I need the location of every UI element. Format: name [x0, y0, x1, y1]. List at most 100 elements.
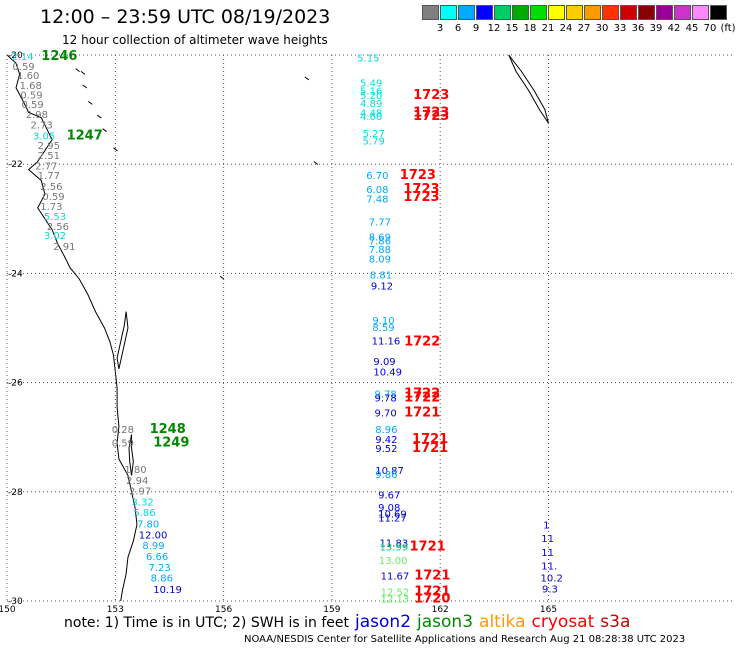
color-scale-legend: 3 6 9 12 15 18 21 24 27 30 33 36 39 42 45 70 (ft) [422, 5, 736, 35]
time-label: 1723 [400, 168, 436, 183]
scale-swatch [710, 5, 727, 20]
wave-height-label: 13.00 [379, 556, 408, 567]
wave-height-label: 3.05 [33, 131, 55, 142]
wave-height-label: 4.89 [360, 99, 382, 110]
time-label: 1248 [150, 422, 186, 437]
reef-islet [313, 161, 319, 165]
scale-label: 70 [703, 23, 717, 34]
scale-swatch [548, 5, 565, 20]
satellite-legend-s3a: s3a [600, 612, 631, 632]
reef-islet [219, 275, 225, 280]
time-label: 1720 [414, 591, 450, 606]
wave-height-label: 9.12 [371, 281, 393, 292]
credits-footer: NOAA/NESDIS Center for Satellite Applica… [244, 634, 686, 645]
moreton-island [128, 434, 134, 476]
wave-height-label: 11 [541, 548, 554, 559]
wave-height-label: 9.09 [373, 357, 395, 368]
scale-label: 18 [523, 23, 537, 34]
lat-label: -20 [8, 51, 23, 61]
wave-height-label: 2.95 [38, 141, 60, 152]
wave-height-label: 0.59 [21, 100, 43, 111]
time-label: 1721 [414, 568, 450, 583]
wave-height-label: 8.69 [369, 232, 391, 243]
wave-height-label: 2.56 [40, 182, 62, 193]
wave-height-label: 9.42 [375, 435, 397, 446]
coastline [6, 54, 549, 602]
wave-height-label: 1.68 [20, 81, 42, 92]
wave-height-label: 6.70 [366, 171, 388, 182]
time-label: 1721 [414, 585, 450, 600]
lon-label: 159 [323, 605, 340, 615]
scale-label: (ft) [720, 23, 736, 34]
wave-height-label: 2.91 [53, 242, 75, 253]
wave-height-label: 5.15 [357, 54, 379, 65]
wave-height-label: 5.79 [363, 137, 385, 148]
lat-label: -30 [8, 597, 23, 607]
time-label: 1247 [67, 128, 103, 143]
scale-label: 9 [472, 23, 480, 34]
wave-height-label: 10.87 [375, 466, 404, 477]
satellite-legend-jason3: jason3 [417, 612, 474, 632]
wave-height-label: 8.09 [369, 255, 391, 266]
scale-label: 12 [487, 23, 501, 34]
lon-label: 150 [0, 605, 16, 615]
reef-islet [96, 114, 102, 119]
new-caledonia-coast [508, 54, 549, 124]
wave-height-label: 3.32 [132, 498, 154, 509]
wave-height-label: 9.67 [378, 491, 400, 502]
time-label: 1723 [413, 88, 449, 103]
wave-height-label: 2.94 [126, 476, 148, 487]
wave-height-label: 10.49 [373, 368, 402, 379]
wave-height-markers: 2.14 12460.591.601.680.590.592.982.733.05… [11, 49, 562, 606]
reef-islet [75, 68, 80, 73]
wave-height-label: 12.52 [381, 588, 410, 599]
scale-swatch [566, 5, 583, 20]
wave-height-label: 5.16 [360, 86, 382, 97]
wave-height-label: 12.00 [139, 530, 168, 541]
scale-swatch [656, 5, 673, 20]
wave-height-label: 9.78 [374, 393, 396, 404]
wave-height-label: 1.60 [17, 71, 39, 82]
wave-height-label: 8.99 [142, 541, 164, 552]
wave-height-label: 8.96 [375, 425, 397, 436]
lon-label: 165 [540, 605, 557, 615]
wave-height-label: 9.78 [374, 390, 396, 401]
wave-height-label: 5.20 [360, 91, 382, 102]
wave-height-label: 8.59 [372, 323, 394, 334]
wave-height-label: 0.59 [12, 62, 34, 73]
wave-height-label: 12.13 [381, 594, 410, 605]
fraser-island [116, 311, 129, 370]
satellite-legend-cryosat: cryosat [531, 612, 595, 632]
lon-label: 153 [107, 605, 124, 615]
scale-swatch [476, 5, 493, 20]
wave-height-label: 10.19 [153, 585, 182, 596]
satellite-legend-altika: altika [479, 612, 526, 632]
wave-height-label: 0.28 [112, 425, 134, 436]
wave-height-label: 9.10 [372, 316, 394, 327]
wave-height-label: 9.3 [542, 584, 558, 595]
reef-islet [304, 76, 310, 81]
time-label: 1721 [410, 539, 446, 554]
reef-islet [82, 84, 88, 89]
scale-swatch [530, 5, 547, 20]
wave-height-label: 4.60 [360, 112, 382, 123]
wave-height-label: 11.27 [378, 513, 407, 524]
wave-height-label: 9.86 [375, 470, 397, 481]
wave-height-label: 0.59 [112, 439, 134, 450]
wave-height-label: 13.99 [380, 542, 409, 553]
wave-height-label: 11.83 [380, 539, 409, 550]
wave-height-label: 2.97 [129, 487, 151, 498]
scale-label: 27 [577, 23, 591, 34]
wave-height-label: 8.81 [370, 270, 392, 281]
wave-height-label: 5.27 [363, 129, 385, 140]
lat-label: -26 [8, 379, 23, 389]
wave-height-label: 8.86 [151, 574, 173, 585]
scale-swatch [602, 5, 619, 20]
scale-swatch [494, 5, 511, 20]
scale-swatch [440, 5, 457, 20]
wave-height-label: 4.48 [360, 108, 382, 119]
scale-label: 6 [454, 23, 462, 34]
wave-height-label: 1.73 [40, 202, 62, 213]
reef-islet [80, 70, 86, 75]
